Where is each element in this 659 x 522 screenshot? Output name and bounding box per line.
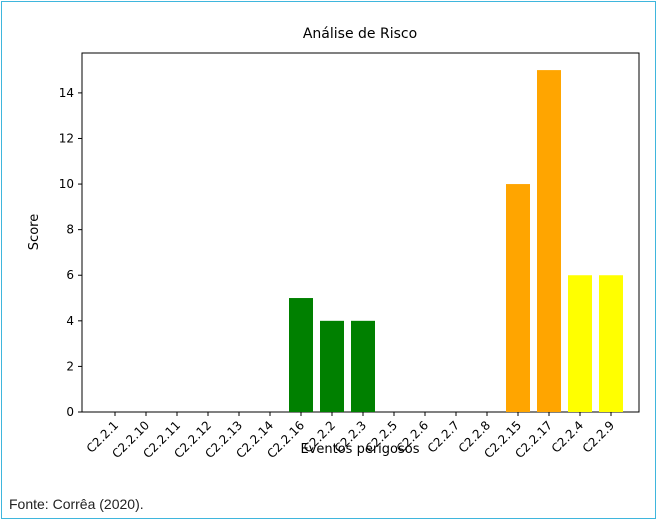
y-tick-label: 6 bbox=[66, 268, 74, 282]
bar-C2.2.17 bbox=[537, 70, 561, 412]
y-axis: 0 2 4 6 8 10 12 14 bbox=[59, 86, 82, 419]
x-tick-label: C2.2.7 bbox=[425, 418, 462, 455]
y-tick-label: 4 bbox=[66, 314, 74, 328]
bar-C2.2.4 bbox=[568, 275, 592, 412]
y-tick-label: 2 bbox=[66, 359, 74, 373]
y-tick-label: 8 bbox=[66, 223, 74, 237]
bar-C2.2.16 bbox=[289, 298, 313, 412]
x-axis-label: Eventos perigosos bbox=[300, 442, 419, 457]
chart-title: Análise de Risco bbox=[303, 26, 417, 42]
y-tick-label: 14 bbox=[59, 86, 74, 100]
y-tick-label: 0 bbox=[66, 405, 74, 419]
x-tick-label: C2.2.4 bbox=[549, 418, 586, 455]
y-axis-label: Score bbox=[27, 214, 42, 250]
y-tick-label: 12 bbox=[59, 131, 74, 145]
bar-C2.2.15 bbox=[506, 184, 530, 412]
x-tick-label: C2.2.9 bbox=[580, 418, 617, 455]
bar-C2.2.3 bbox=[351, 320, 375, 412]
figure-caption: Fonte: Corrêa (2020). bbox=[9, 496, 144, 512]
bar-C2.2.9 bbox=[599, 275, 623, 412]
y-tick-label: 10 bbox=[59, 177, 74, 191]
bar-C2.2.2 bbox=[320, 320, 344, 412]
bars-layer bbox=[289, 70, 623, 412]
